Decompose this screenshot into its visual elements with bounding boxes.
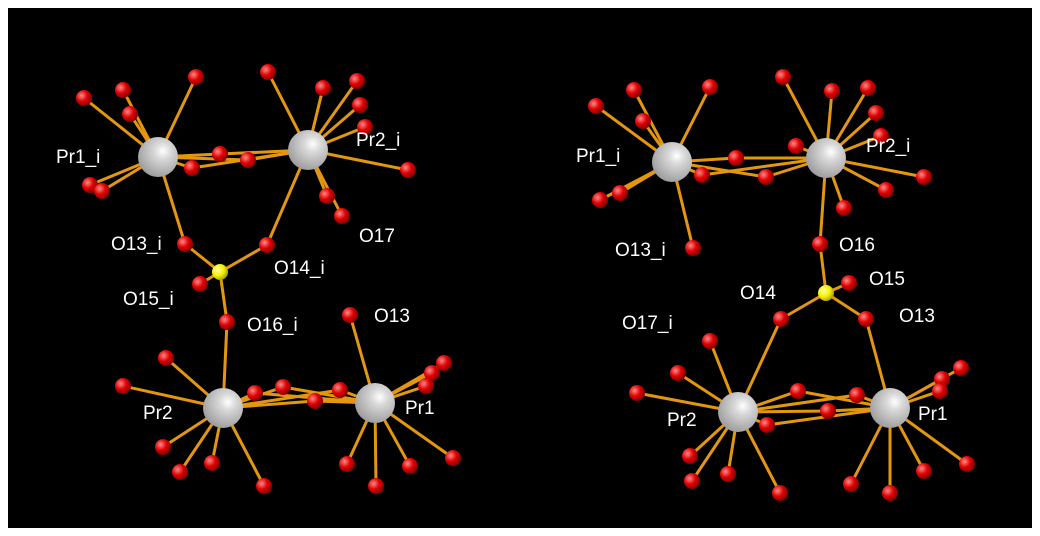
label-pr1: Pr1 xyxy=(405,398,435,419)
figure-background xyxy=(8,8,1032,528)
label-pr2: Pr2 xyxy=(143,403,173,424)
pr1_i-atom xyxy=(138,137,178,177)
pr1-atom xyxy=(355,383,395,423)
label-o13: O13 xyxy=(899,306,935,327)
pr1_i-atom xyxy=(652,142,692,182)
label-o14: O14 xyxy=(740,283,776,304)
oxygen-atoms xyxy=(588,69,975,501)
label-o15_i: O15_i xyxy=(123,289,174,310)
sulfur-atom xyxy=(818,285,834,301)
metal-atoms xyxy=(652,138,910,432)
label-pr1: Pr1 xyxy=(918,404,948,425)
atom-labels: Pr1_i Pr2_i O13_i O16 O15 O14 O13 O17_i … xyxy=(576,136,948,431)
label-pr1_i: Pr1_i xyxy=(56,147,100,168)
metal-atoms xyxy=(138,130,395,428)
label-pr2: Pr2 xyxy=(667,410,697,431)
label-o13_i: O13_i xyxy=(615,240,666,261)
pr2_i-atom xyxy=(288,130,328,170)
atom-labels: Pr1_i Pr2_i O13_i O17 O14_i O15_i O16_i … xyxy=(56,130,435,424)
pr2-atom xyxy=(203,388,243,428)
left-structure: Pr1_i Pr2_i O13_i O17 O14_i O15_i O16_i … xyxy=(56,64,461,494)
label-o13_i: O13_i xyxy=(111,234,162,255)
bonds xyxy=(594,75,969,495)
label-o17: O17 xyxy=(359,226,395,247)
label-o15: O15 xyxy=(869,269,905,290)
right-structure: Pr1_i Pr2_i O13_i O16 O15 O14 O13 O17_i … xyxy=(576,69,975,501)
label-o17_i: O17_i xyxy=(622,313,673,334)
pr2-atom xyxy=(718,392,758,432)
label-o14_i: O14_i xyxy=(274,258,325,279)
pr2_i-atom xyxy=(806,138,846,178)
label-pr2_i: Pr2_i xyxy=(356,130,400,151)
label-pr1_i: Pr1_i xyxy=(576,146,620,167)
label-o13: O13 xyxy=(374,306,410,327)
label-o16: O16 xyxy=(839,235,875,256)
label-o16_i: O16_i xyxy=(247,315,298,336)
sulfur-atom xyxy=(212,264,228,280)
pr1-atom xyxy=(870,388,910,428)
label-pr2_i: Pr2_i xyxy=(866,136,910,157)
oxygen-atoms xyxy=(76,64,461,494)
